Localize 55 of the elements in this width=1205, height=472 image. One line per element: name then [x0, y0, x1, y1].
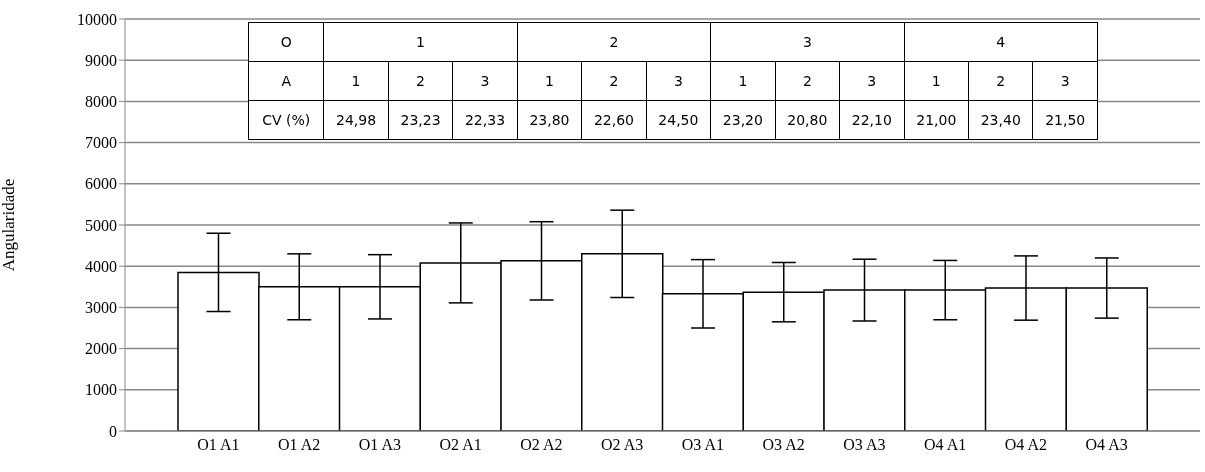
y-tick-label: 10000 [77, 10, 117, 28]
annotation: 2 [581, 61, 647, 101]
annotation: 3 [452, 61, 518, 101]
annotation: 3 [710, 22, 905, 62]
x-tick-label: O2 A2 [520, 436, 563, 454]
y-tick-label: 6000 [85, 175, 117, 193]
annotation: 21,00 [904, 100, 969, 140]
x-tick-label: O2 A3 [601, 436, 644, 454]
annotation: 23,80 [517, 100, 582, 140]
annotation: A [248, 61, 324, 101]
annotation: 21,50 [1032, 100, 1098, 140]
y-tick-label: 5000 [85, 216, 117, 234]
x-tick-label: O1 A1 [197, 436, 240, 454]
annotation: 2 [388, 61, 453, 101]
annotation: 23,20 [710, 100, 776, 140]
y-tick-label: 2000 [85, 340, 117, 358]
annotation: 3 [646, 61, 711, 101]
y-tick-label: 4000 [85, 257, 117, 275]
x-tick-label: O4 A3 [1085, 436, 1128, 454]
y-tick-label: 9000 [85, 51, 117, 69]
annotation: 1 [323, 22, 518, 62]
annotation: 1 [904, 61, 969, 101]
annotation: 3 [1032, 61, 1098, 101]
x-tick-label: O3 A3 [843, 436, 886, 454]
x-tick-label: O3 A1 [681, 436, 724, 454]
annotation: 23,40 [968, 100, 1033, 140]
y-tick-label: 7000 [85, 134, 117, 152]
annotation: 22,60 [581, 100, 647, 140]
annotation: 1 [323, 61, 389, 101]
x-tick-label: O4 A1 [924, 436, 967, 454]
y-tick-label: 8000 [85, 93, 117, 111]
annotation: 3 [839, 61, 905, 101]
y-tick-label: 0 [109, 422, 117, 440]
x-tick-label: O2 A1 [439, 436, 482, 454]
annotation: 24,50 [646, 100, 711, 140]
annotation: 1 [517, 61, 582, 101]
x-tick-label: O4 A2 [1004, 436, 1047, 454]
annotation: 4 [904, 22, 1098, 62]
y-axis-title: Angularidade [0, 178, 19, 272]
y-tick-label: 1000 [85, 381, 117, 399]
y-tick-label: 3000 [85, 299, 117, 317]
annotation: 2 [517, 22, 711, 62]
annotation: 1 [710, 61, 776, 101]
annotation: 22,33 [452, 100, 518, 140]
annotation: 22,10 [839, 100, 905, 140]
x-tick-label: O1 A3 [358, 436, 401, 454]
annotation: 23,23 [388, 100, 453, 140]
annotation: 24,98 [323, 100, 389, 140]
annotation: 2 [775, 61, 840, 101]
annotation: CV (%) [248, 100, 324, 140]
x-tick-label: O3 A2 [762, 436, 805, 454]
x-tick-label: O1 A2 [278, 436, 321, 454]
annotation: 20,80 [775, 100, 840, 140]
annotation: 2 [968, 61, 1033, 101]
annotation: O [248, 22, 324, 62]
